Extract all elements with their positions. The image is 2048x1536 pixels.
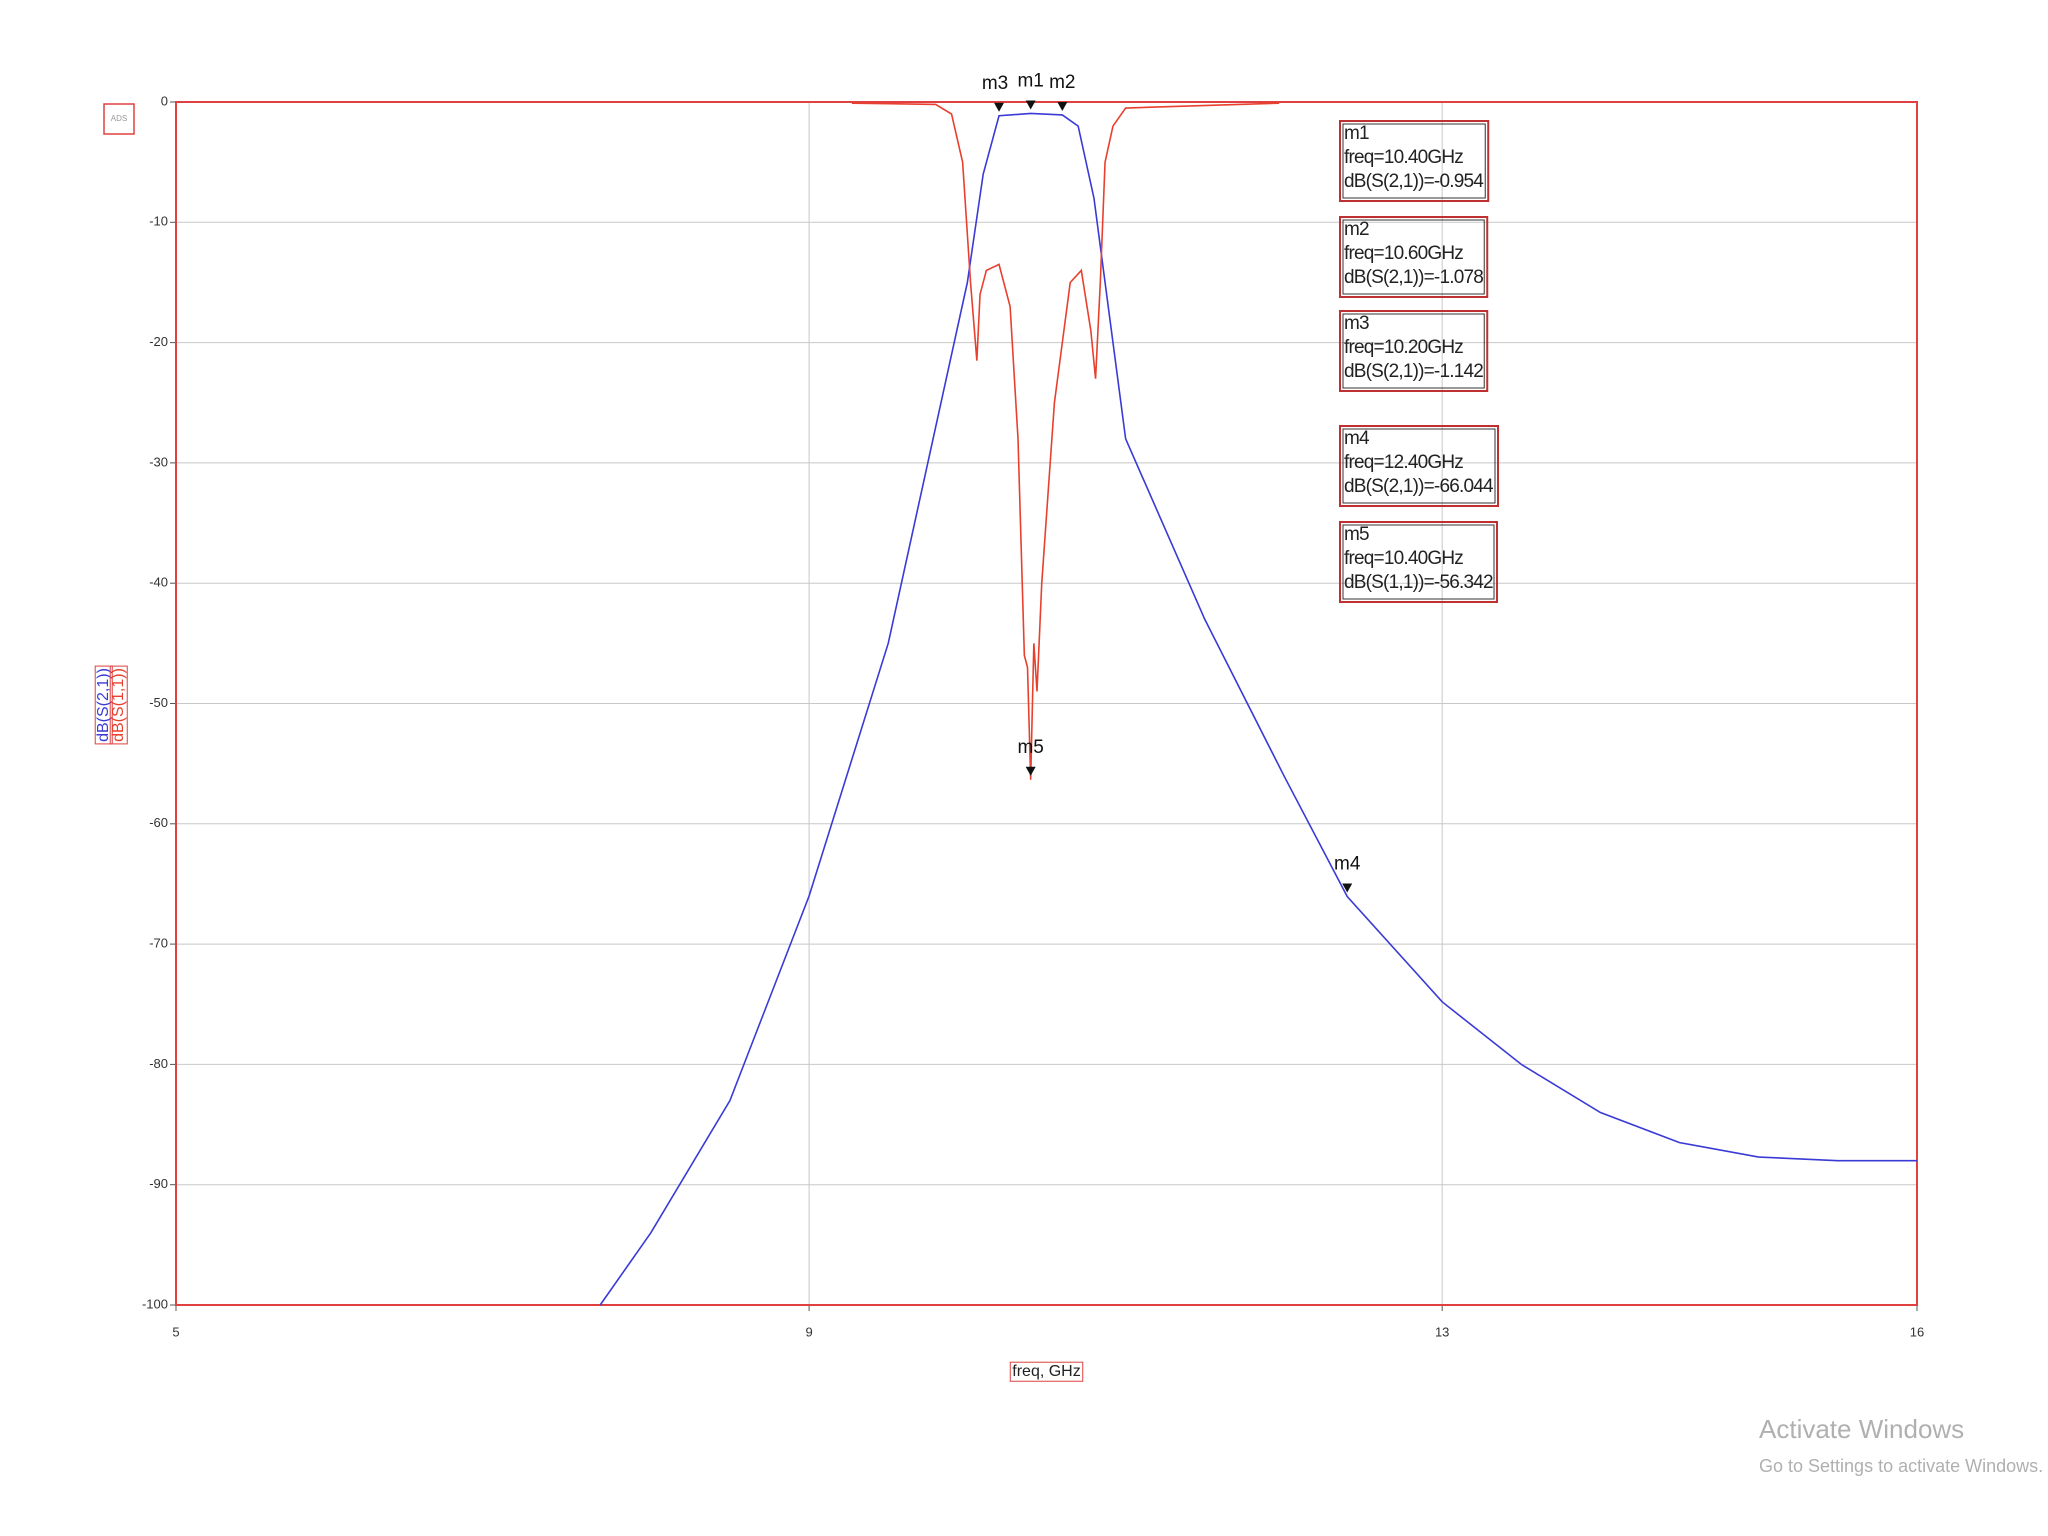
y-tick-label: -20 (149, 334, 168, 349)
y-tick-label: -10 (149, 214, 168, 229)
series-line (851, 102, 1280, 780)
marker (994, 102, 1005, 112)
y-tick-label: -60 (149, 815, 168, 830)
marker-label: m5 (1017, 737, 1043, 758)
annotation-text: m1 (1344, 123, 1369, 144)
annotation-text: m3 (1344, 313, 1369, 334)
x-tick-label: 9 (805, 1324, 812, 1339)
marker-label: m3 (982, 73, 1008, 94)
y-tick-label: -50 (149, 695, 168, 710)
annotation-text: dB(S(2,1))=-1.078 (1344, 267, 1483, 288)
annotation-text: dB(S(2,1))=-0.954 (1344, 171, 1484, 192)
marker (1342, 883, 1353, 893)
logo: ADS (111, 114, 127, 123)
y-axis-label-text: dB(S(2,1)) (95, 668, 112, 742)
marker (1025, 100, 1036, 110)
annotation-text: freq=10.40GHz (1344, 147, 1463, 168)
watermark-subtitle: Go to Settings to activate Windows. (1759, 1456, 2043, 1476)
annotation-text: m5 (1344, 524, 1369, 545)
annotation-text: freq=10.20GHz (1344, 337, 1463, 358)
logo-box (103, 103, 135, 135)
watermark-title: Activate Windows (1759, 1414, 1964, 1444)
y-axis-label-text: dB(S(1,1)) (110, 668, 127, 742)
marker-label: m1 (1017, 70, 1043, 91)
y-axis-label: dB(S(2,1))dB(S(1,1)) (94, 665, 128, 745)
marker-label: m2 (1049, 72, 1075, 93)
y-tick-label: -40 (149, 575, 168, 590)
annotation-box (1339, 310, 1489, 392)
annotation-text: m2 (1344, 219, 1369, 240)
annotation-text: dB(S(2,1))=-1.142 (1344, 361, 1483, 382)
annotation-box-inner (1342, 219, 1485, 295)
y-axis-label-box (109, 665, 128, 745)
x-tick-label: 5 (172, 1324, 179, 1339)
marker (1025, 766, 1036, 776)
y-tick-label: -70 (149, 936, 168, 951)
annotation-box (1339, 425, 1500, 507)
x-tick-label: 13 (1435, 1324, 1449, 1339)
annotation-text: freq=10.60GHz (1344, 243, 1463, 264)
x-axis-label-box (1009, 1361, 1084, 1382)
annotation-box (1339, 120, 1490, 202)
marker (1057, 101, 1068, 111)
annotation-text: dB(S(2,1))=-66.044 (1344, 476, 1494, 497)
annotation-text: freq=10.40GHz (1344, 548, 1463, 569)
y-axis-label-box (94, 665, 113, 745)
y-tick-label: 0 (161, 93, 168, 108)
y-tick-label: -90 (149, 1176, 168, 1191)
y-tick-label: -30 (149, 454, 168, 469)
annotation-box-inner (1342, 428, 1496, 504)
y-tick-label: -100 (142, 1296, 168, 1311)
plot-frame (175, 101, 1918, 1306)
annotation-text: freq=12.40GHz (1344, 452, 1463, 473)
x-axis-label: freq, GHz (1012, 1363, 1080, 1380)
annotation-text: dB(S(1,1))=-56.342 (1344, 572, 1493, 593)
annotation-box-inner (1342, 313, 1485, 389)
annotation-box (1339, 521, 1499, 603)
y-tick-label: -80 (149, 1056, 168, 1071)
annotation-box (1339, 216, 1489, 298)
series-line (599, 112, 1917, 1306)
x-tick-label: 16 (1910, 1324, 1924, 1339)
annotation-box-inner (1342, 524, 1495, 600)
annotation-text: m4 (1344, 428, 1370, 449)
marker-label: m4 (1334, 854, 1361, 875)
annotation-box-inner (1342, 123, 1486, 199)
